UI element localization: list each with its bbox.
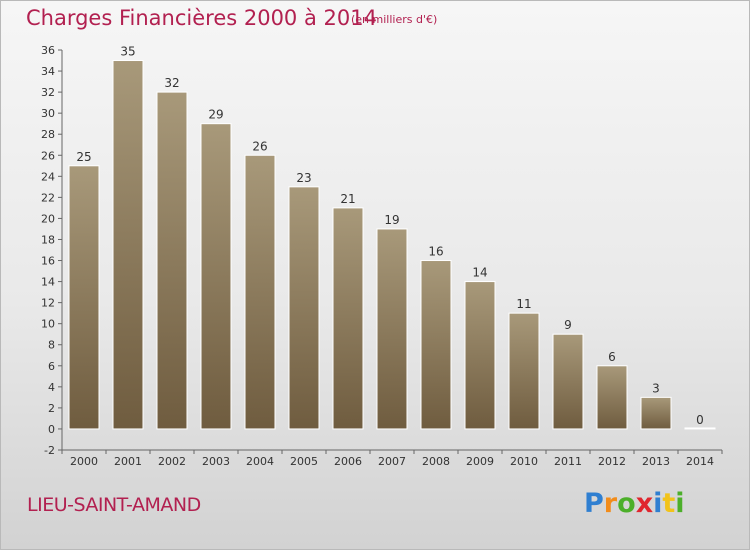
bar [112,60,144,430]
y-tick-label: 8 [48,339,55,352]
y-tick-label: 6 [48,360,55,373]
town-name: LIEU-SAINT-AMAND [27,494,201,516]
y-tick-label: 34 [41,65,55,78]
y-tick-label: 18 [41,233,55,246]
bar [332,207,364,430]
data-label: 11 [516,297,531,311]
data-label: 26 [252,139,267,153]
bar-series [68,60,716,430]
logo-letter: P [584,488,604,519]
data-label: 21 [340,192,355,206]
x-tick-label: 2011 [554,455,582,468]
bar [288,186,320,430]
data-label: 29 [208,108,223,122]
y-tick-label: 12 [41,297,55,310]
y-tick-label: 26 [41,149,55,162]
data-label: 23 [296,171,311,185]
x-tick-label: 2009 [466,455,494,468]
data-label: 14 [472,266,487,280]
bar [244,154,276,430]
y-tick-label: 32 [41,86,55,99]
y-tick-label: 14 [41,276,55,289]
x-tick-label: 2004 [246,455,274,468]
bar [156,91,188,430]
chart-subtitle: (en milliers d'€) [351,13,438,26]
x-tick-label: 2007 [378,455,406,468]
bar [552,333,584,430]
bar [596,365,628,430]
bar [376,228,408,430]
y-tick-label: 4 [48,381,55,394]
data-label: 6 [608,350,616,364]
logo-letter: i [675,488,685,519]
logo-letter: r [603,488,618,519]
bar [200,123,232,430]
y-tick-label: 20 [41,212,55,225]
x-tick-label: 2010 [510,455,538,468]
data-label: 35 [120,45,135,59]
x-tick-label: 2003 [202,455,230,468]
bar [420,260,452,430]
y-tick-label: 28 [41,128,55,141]
bar [68,165,100,430]
chart-title: Charges Financières 2000 à 2014 [26,6,377,30]
y-tick-label: 36 [41,44,55,57]
data-label: 25 [76,150,91,164]
x-tick-label: 2000 [70,455,98,468]
x-tick-label: 2008 [422,455,450,468]
data-label: 3 [652,381,660,395]
x-tick-label: 2002 [158,455,186,468]
logo-letter: i [653,488,663,519]
y-tick-label: 10 [41,318,55,331]
x-tick-label: 2005 [290,455,318,468]
logo-letter: o [617,488,636,519]
bar [684,427,716,430]
x-tick-label: 2012 [598,455,626,468]
x-axis: 2000 2001 2002 2003 2004 2005 2006 2007 2008 2009… [61,450,723,468]
x-tick-label: 2006 [334,455,362,468]
proxiti-logo[interactable]: Proxiti [584,488,685,519]
y-tick-label: 0 [48,423,55,436]
data-label: 0 [696,413,704,427]
x-tick-label: 2013 [642,455,670,468]
logo-letter: t [662,488,676,519]
y-tick-label: 2 [48,402,55,415]
y-tick-label: 16 [41,255,55,268]
bar [508,312,540,430]
bar [640,396,672,430]
y-tick-label: 24 [41,170,55,183]
logo-letter: x [635,488,654,519]
bar [464,281,496,430]
data-labels: 25 35 32 29 26 23 21 19 16 14 11 9 6 3 0 [76,45,703,427]
data-label: 9 [564,318,572,332]
y-tick-label: -2 [44,444,55,457]
x-tick-label: 2014 [686,455,714,468]
data-label: 19 [384,213,399,227]
y-tick-label: 22 [41,191,55,204]
data-label: 32 [164,76,179,90]
data-label: 16 [428,245,443,259]
x-tick-label: 2001 [114,455,142,468]
y-tick-label: 30 [41,107,55,120]
